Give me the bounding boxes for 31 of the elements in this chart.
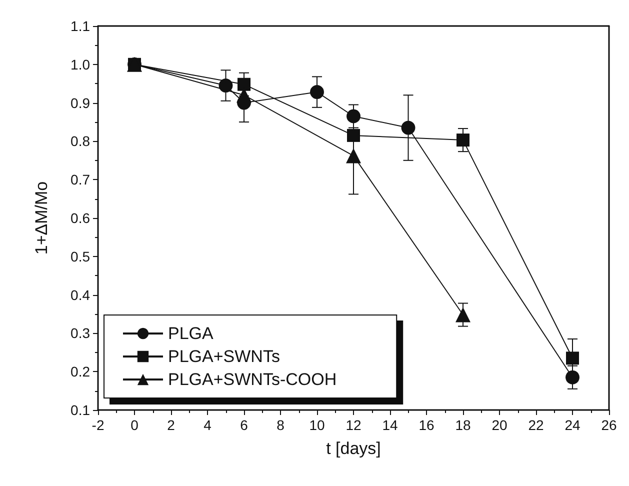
y-tick-label: 0.9	[70, 94, 90, 111]
y-axis-title: 1+ΔM/Mo	[32, 181, 51, 255]
y-tick-label: 1.1	[70, 18, 90, 34]
x-tick-label: 18	[455, 417, 471, 433]
x-tick-label: 26	[601, 417, 617, 433]
x-tick-label: 24	[564, 417, 580, 433]
x-axis-title: t [days]	[326, 439, 381, 458]
legend-label: PLGA+SWNTs-COOH	[168, 370, 337, 389]
y-tick-label: 0.5	[70, 248, 90, 264]
x-tick-label: 10	[309, 417, 325, 433]
legend-label: PLGA+SWNTs	[168, 347, 280, 366]
x-tick-label: 22	[528, 417, 544, 433]
x-tick-label: 6	[240, 417, 248, 433]
x-tick-label: 16	[418, 417, 434, 433]
x-tick-label: 14	[382, 417, 398, 433]
y-tick-label: 0.2	[70, 364, 90, 380]
y-tick-label: 0.4	[70, 286, 90, 303]
x-tick-label: 0	[130, 417, 139, 433]
y-tick-label: 0.1	[70, 402, 90, 418]
y-tick-label: 0.6	[70, 210, 90, 226]
x-tick-label: 8	[276, 417, 285, 433]
y-tick-label: 0.8	[70, 133, 90, 150]
x-tick-label: -2	[92, 417, 104, 433]
y-tick-label: 0.7	[70, 172, 90, 188]
legend-label: PLGA	[168, 324, 214, 343]
x-tick-label: 20	[492, 417, 508, 433]
y-tick-label: 1.0	[70, 56, 90, 72]
x-tick-label: 4	[204, 417, 212, 433]
y-tick-label: 0.3	[70, 325, 90, 342]
x-tick-label: 12	[346, 417, 362, 433]
x-tick-label: 2	[167, 417, 176, 433]
